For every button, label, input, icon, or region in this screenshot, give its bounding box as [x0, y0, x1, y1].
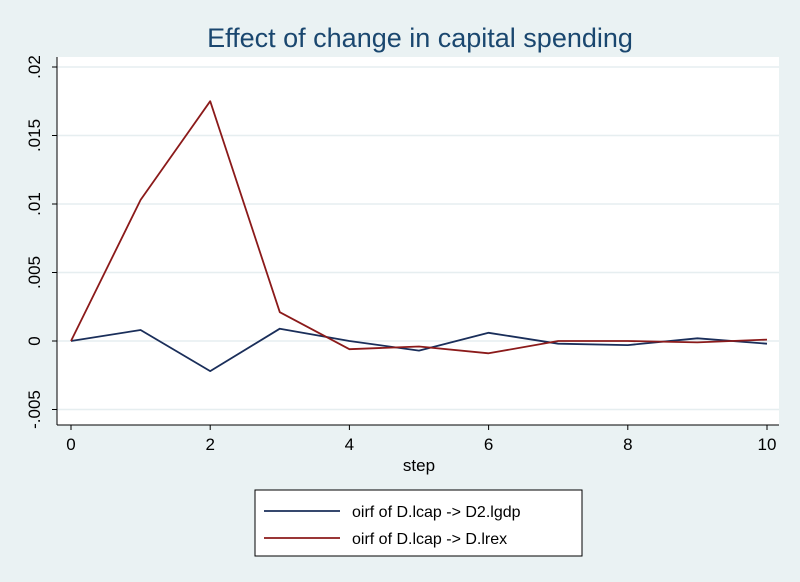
x-tick-label: 2 [205, 435, 214, 454]
series-line-1 [70, 327, 768, 373]
axes: -.005 0 .005 .01 .015 .02 0 2 4 6 8 10 [25, 55, 779, 454]
series-line-2 [70, 100, 768, 355]
y-tick-label: .005 [25, 256, 44, 289]
series-lines [70, 100, 768, 373]
y-tick-label: .015 [25, 119, 44, 152]
x-tick-label: 10 [758, 435, 777, 454]
x-tick-label: 6 [484, 435, 493, 454]
y-tick-label: 0 [25, 336, 44, 345]
chart-title: Effect of change in capital spending [207, 23, 633, 53]
grid [57, 66, 779, 411]
x-tick-label: 8 [623, 435, 632, 454]
plot-area [57, 57, 779, 425]
y-tick-label: .02 [25, 55, 44, 79]
y-tick-label: -.005 [25, 390, 44, 429]
y-tick-label: .01 [25, 192, 44, 216]
legend-label-1: oirf of D.lcap -> D2.lgdp [352, 504, 521, 521]
x-tick-label: 4 [345, 435, 354, 454]
x-axis-title: step [403, 456, 435, 475]
legend-label-2: oirf of D.lcap -> D.lrex [352, 531, 507, 548]
x-tick-label: 0 [66, 435, 75, 454]
legend: oirf of D.lcap -> D2.lgdp oirf of D.lcap … [254, 489, 583, 557]
legend-box [254, 489, 583, 557]
